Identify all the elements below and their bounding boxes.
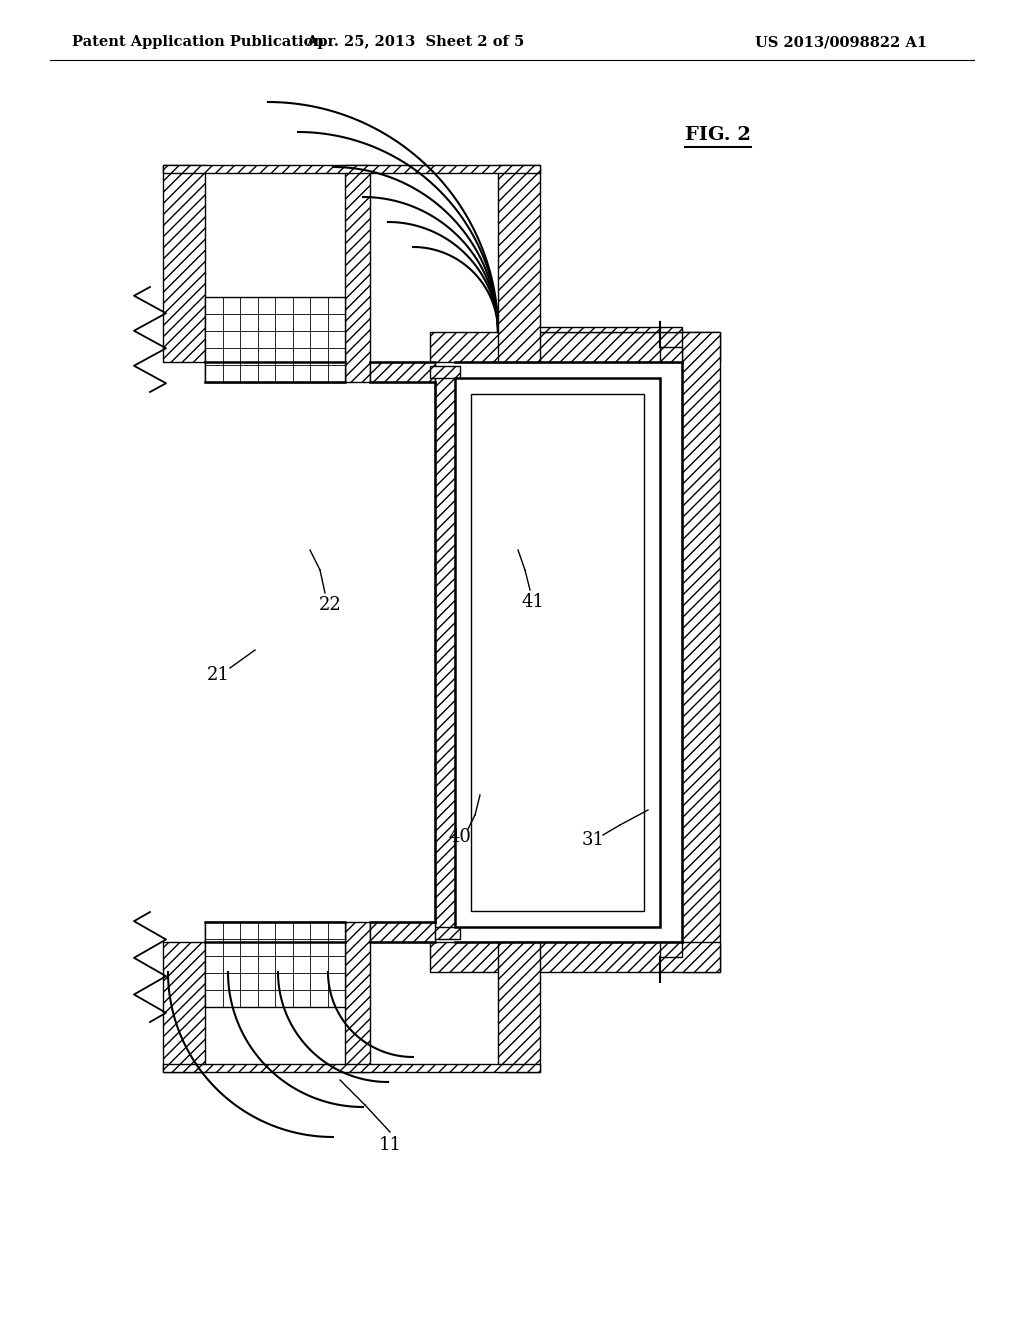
Text: Apr. 25, 2013  Sheet 2 of 5: Apr. 25, 2013 Sheet 2 of 5	[306, 36, 524, 49]
Polygon shape	[205, 362, 345, 381]
Text: 11: 11	[379, 1137, 401, 1154]
Polygon shape	[163, 1064, 540, 1072]
Text: 22: 22	[318, 597, 341, 614]
Text: 41: 41	[521, 593, 545, 611]
Polygon shape	[163, 942, 205, 1072]
Text: 21: 21	[207, 667, 229, 684]
Polygon shape	[660, 347, 682, 362]
Bar	[205, 921, 345, 1007]
Polygon shape	[498, 165, 540, 362]
Polygon shape	[660, 942, 682, 957]
Polygon shape	[430, 333, 720, 362]
Polygon shape	[498, 942, 540, 1072]
Text: FIG. 2: FIG. 2	[685, 125, 751, 144]
Polygon shape	[163, 165, 540, 173]
Polygon shape	[430, 942, 720, 972]
Text: 40: 40	[449, 828, 471, 846]
Bar	[205, 297, 345, 381]
Text: 31: 31	[582, 832, 604, 849]
Text: US 2013/0098822 A1: US 2013/0098822 A1	[755, 36, 927, 49]
Bar	[471, 393, 644, 911]
Polygon shape	[345, 165, 370, 381]
Polygon shape	[435, 374, 455, 932]
Polygon shape	[498, 327, 682, 333]
Polygon shape	[345, 921, 370, 1072]
Text: Patent Application Publication: Patent Application Publication	[72, 36, 324, 49]
Polygon shape	[430, 927, 460, 939]
Polygon shape	[430, 366, 460, 378]
Polygon shape	[370, 921, 435, 942]
Bar	[455, 378, 660, 927]
Polygon shape	[682, 333, 720, 972]
Polygon shape	[205, 921, 345, 942]
Polygon shape	[163, 165, 205, 362]
Polygon shape	[370, 362, 435, 381]
